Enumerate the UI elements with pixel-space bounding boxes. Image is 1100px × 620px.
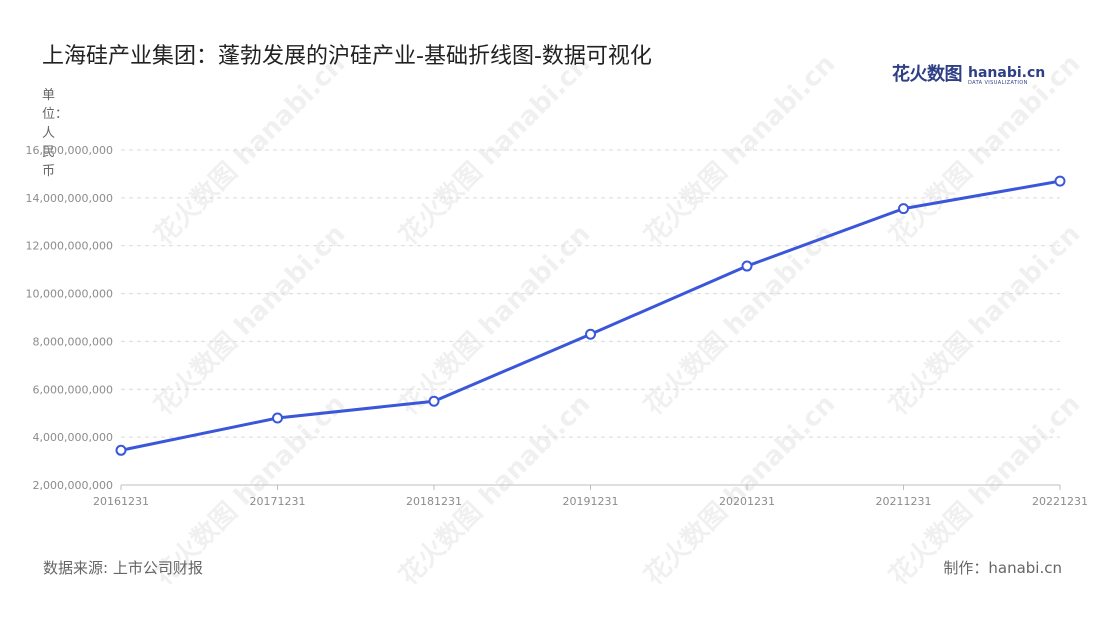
logo-subtitle: DATA VISUALIZATION — [968, 80, 1028, 86]
x-tick-label: 20221231 — [1032, 495, 1088, 508]
x-tick-label: 20171231 — [250, 495, 306, 508]
y-tick-label: 6,000,000,000 — [33, 383, 113, 396]
chart-title: 上海硅产业集团：蓬勃发展的沪硅产业-基础折线图-数据可视化 — [42, 44, 652, 69]
brand-logo: 花火数图 hanabi.cn DATA VISUALIZATION — [892, 60, 1045, 86]
x-tick-label: 20181231 — [406, 495, 462, 508]
data-point — [428, 395, 440, 407]
logo-en-group: hanabi.cn DATA VISUALIZATION — [968, 66, 1045, 86]
y-tick-label: 10,000,000,000 — [26, 288, 113, 301]
data-point — [585, 328, 596, 340]
data-source: 数据来源: 上市公司财报 — [43, 559, 203, 577]
logo-en-text: hanabi.cn — [968, 65, 1046, 81]
data-point — [272, 412, 283, 424]
y-tick-label: 14,000,000,000 — [26, 192, 113, 205]
y-tick-label: 16,000,000,000 — [26, 144, 113, 157]
x-tick-label: 20191231 — [563, 495, 619, 508]
series-line — [120, 179, 1061, 452]
data-point — [115, 444, 127, 456]
y-tick-label: 2,000,000,000 — [33, 479, 113, 492]
data-point — [898, 203, 909, 215]
x-tick-label: 20201231 — [719, 495, 775, 508]
y-tick-label: 4,000,000,000 — [33, 431, 113, 444]
x-tick-label: 20161231 — [93, 495, 149, 508]
data-point — [741, 260, 753, 272]
y-tick-label: 8,000,000,000 — [33, 335, 113, 348]
logo-cn-text: 花火数图 — [892, 64, 963, 85]
x-tick-label: 20211231 — [876, 495, 932, 508]
y-tick-label: 12,000,000,000 — [26, 240, 113, 253]
data-point — [1054, 175, 1066, 187]
maker-credit: 制作：hanabi.cn — [943, 559, 1062, 577]
